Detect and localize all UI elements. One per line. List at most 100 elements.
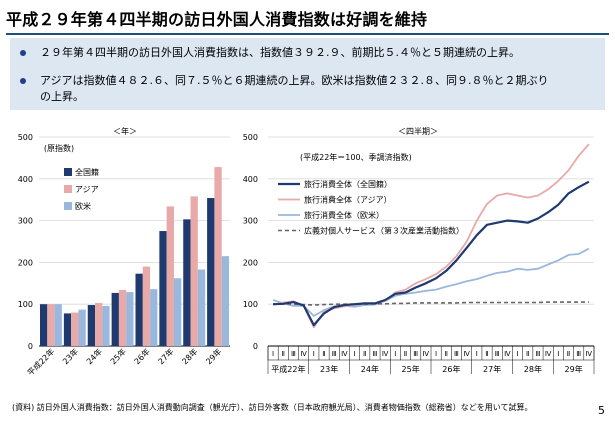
bar-national [63, 313, 72, 346]
quarter-label: Ⅱ [485, 350, 488, 358]
line-chart-title: ＜四半期＞ [398, 126, 438, 136]
bar-legend-label: 全国籍 [75, 167, 99, 177]
quarter-label: Ⅲ [373, 350, 378, 358]
bar-west [78, 309, 86, 346]
bar-y-tick-label: 300 [18, 217, 33, 226]
line-y-tick-label: 0 [253, 342, 258, 351]
bar-y-tick-label: 100 [18, 300, 33, 309]
bar-y-tick-label: 400 [18, 175, 33, 184]
quarter-label: Ⅳ [504, 350, 511, 358]
line-series-asia [272, 143, 590, 329]
bar-west [197, 269, 206, 346]
bar-asia [47, 304, 55, 346]
bar-west [126, 292, 134, 346]
year-label: 28年 [524, 364, 542, 374]
bar-national [159, 231, 167, 346]
line-chart-subtitle: (平成22年＝100、季調済指数) [300, 152, 412, 162]
line-legend-label: 広義対個人サービス（第３次産業活動指数） [304, 226, 464, 236]
quarter-label: Ⅳ [586, 350, 593, 358]
summary-bullet-text: ２９年第４四半期の訪日外国人消費指数は、指数値３９２.９、前期比５.４％と５期連… [40, 46, 520, 59]
line-y-tick-label: 100 [243, 300, 258, 309]
quarter-label: Ⅳ [423, 350, 430, 358]
bar-y-tick-label: 500 [18, 133, 33, 142]
bar-asia [166, 206, 174, 346]
quarter-label: Ⅰ [557, 350, 559, 358]
bar-west [173, 278, 182, 346]
page-number: 5 [598, 404, 605, 417]
bar-national [87, 305, 96, 346]
bar-west [150, 289, 158, 346]
quarter-label: Ⅲ [454, 350, 459, 358]
quarter-label: Ⅲ [536, 350, 541, 358]
title-underline [6, 33, 609, 35]
bar-y-tick-label: 0 [28, 342, 33, 351]
quarter-label: Ⅰ [435, 350, 437, 358]
line-y-tick-label: 300 [243, 217, 258, 226]
year-label: 27年 [483, 364, 501, 374]
line-legend-label: 旅行消費全体（全国籍） [304, 179, 392, 189]
quarter-label: Ⅰ [354, 350, 356, 358]
year-label: 25年 [402, 364, 420, 374]
bar-category-label: 23年 [60, 346, 80, 366]
bar-y-axis-label: (原指数) [44, 143, 74, 153]
bar-west [54, 304, 62, 346]
bar-category-label: 27年 [156, 346, 176, 366]
quarter-label: Ⅱ [363, 350, 366, 358]
page-title: 平成２９年第４四半期の訪日外国人消費指数は好調を維持 [6, 10, 428, 29]
quarter-label: Ⅲ [413, 350, 418, 358]
bar-y-tick-label: 200 [18, 258, 33, 267]
line-legend-label: 旅行消費全体（アジア） [304, 195, 392, 205]
quarter-label: Ⅱ [282, 350, 285, 358]
bullet-dot-icon [20, 78, 26, 84]
year-label: 26年 [442, 364, 460, 374]
bar-west [221, 256, 230, 346]
bar-asia [95, 302, 103, 346]
bar-asia [190, 196, 198, 346]
quarter-label: Ⅲ [332, 350, 337, 358]
bar-legend-swatch [64, 185, 72, 193]
bar-national [183, 219, 191, 346]
line-y-tick-label: 200 [243, 258, 258, 267]
footnote: (資料) 訪日外国人消費指数：訪日外国人消費動向調査（観光庁）、訪日外客数（日本… [12, 403, 533, 412]
quarter-label: Ⅳ [300, 350, 307, 358]
year-label: 平成22年 [271, 364, 305, 374]
year-label: 29年 [565, 364, 583, 374]
line-y-tick-label: 400 [243, 175, 258, 184]
quarter-label: Ⅰ [517, 350, 519, 358]
bar-west [102, 305, 110, 346]
line-series-national [273, 180, 590, 327]
quarter-label: Ⅱ [445, 350, 448, 358]
quarter-label: Ⅰ [476, 350, 478, 358]
bar-category-label: 24年 [84, 346, 104, 366]
bar-category-label: 28年 [180, 346, 200, 366]
quarter-label: Ⅳ [341, 350, 348, 358]
line-series-services [273, 301, 589, 306]
quarter-label: Ⅳ [545, 350, 552, 358]
summary-box: ２９年第４四半期の訪日外国人消費指数は、指数値３９２.９、前期比５.４％と５期連… [10, 38, 605, 110]
bar-asia [142, 266, 151, 346]
bar-legend-swatch [64, 168, 72, 176]
bar-national [207, 198, 215, 346]
quarter-label: Ⅱ [526, 350, 529, 358]
quarter-label: Ⅱ [567, 350, 570, 358]
bar-national [135, 273, 143, 346]
quarter-label: Ⅳ [463, 350, 470, 358]
bar-national [111, 292, 119, 346]
bar-legend-label: アジア [75, 185, 99, 194]
bar-category-label: 29年 [204, 346, 224, 366]
bar-category-label: 平成22年 [25, 346, 56, 377]
bar-asia [214, 167, 222, 346]
bullet-dot-icon [20, 50, 26, 56]
quarter-label: Ⅲ [576, 350, 581, 358]
line-y-tick-label: 500 [243, 133, 258, 142]
bar-asia [71, 312, 79, 346]
quarter-label: Ⅰ [313, 350, 315, 358]
line-legend-label: 旅行消費全体（欧米） [304, 210, 384, 220]
quarter-label: Ⅳ [382, 350, 389, 358]
year-label: 23年 [320, 364, 338, 374]
quarter-label: Ⅲ [291, 350, 296, 358]
bar-asia [118, 289, 127, 346]
bar-category-label: 26年 [132, 346, 152, 366]
quarter-label: Ⅰ [272, 350, 274, 358]
